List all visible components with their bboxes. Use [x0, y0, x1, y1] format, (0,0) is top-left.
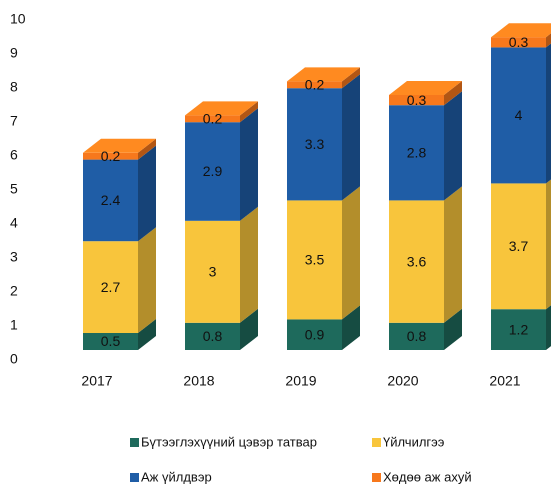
bar — [389, 322, 444, 350]
data-label: 0.5 — [101, 333, 121, 349]
bar-side — [240, 108, 258, 221]
data-label: 0.3 — [407, 92, 427, 108]
data-label: 1.2 — [509, 321, 529, 337]
bar — [389, 105, 444, 201]
legend-label: Аж үйлдвэр — [141, 469, 212, 484]
bar-top — [185, 101, 258, 116]
bar — [491, 47, 546, 184]
data-label: 3.7 — [509, 238, 529, 254]
data-label: 3 — [209, 264, 217, 280]
legend-label: Үйлчилгээ — [383, 434, 445, 449]
data-label: 0.2 — [305, 77, 325, 93]
legend-swatch — [372, 438, 381, 447]
x-tick-label: 2021 — [489, 373, 520, 389]
legend-label: Бүтээглэхүүний цэвэр татвар — [141, 434, 317, 449]
bar — [491, 183, 546, 310]
bar — [287, 319, 342, 350]
bar-side — [138, 227, 156, 333]
data-label: 2.4 — [101, 192, 121, 208]
legend-swatch — [372, 473, 381, 482]
bar — [185, 122, 240, 221]
bar-side — [444, 81, 462, 106]
data-label: 4 — [515, 107, 523, 123]
bar — [389, 95, 444, 106]
bar — [83, 241, 138, 333]
bar-side — [546, 43, 551, 184]
bar-side — [342, 186, 360, 320]
y-tick-label: 9 — [10, 45, 18, 61]
bar — [491, 37, 546, 48]
bar-top — [491, 23, 551, 38]
data-label: 0.3 — [509, 34, 529, 50]
legend-label: Хөдөө аж ахуй — [383, 469, 472, 484]
y-tick-label: 8 — [10, 79, 18, 95]
bar-side — [138, 145, 156, 242]
y-tick-label: 7 — [10, 113, 18, 129]
bar-top — [287, 67, 360, 82]
bar-side — [342, 305, 360, 350]
data-label: 2.9 — [203, 163, 223, 179]
bar-side — [444, 186, 462, 323]
bar — [185, 322, 240, 350]
bar — [491, 309, 546, 350]
legend-swatch — [130, 438, 139, 447]
y-tick-label: 1 — [10, 317, 18, 333]
bar-top — [389, 81, 462, 95]
data-label: 2.7 — [101, 279, 121, 295]
data-label: 3.3 — [305, 136, 325, 152]
legend-swatch — [130, 473, 139, 482]
x-tick-label: 2020 — [387, 373, 418, 389]
bar-side — [342, 74, 360, 201]
y-tick-label: 10 — [10, 11, 26, 27]
bar-side — [138, 319, 156, 350]
bar — [185, 115, 240, 123]
data-label: 0.8 — [407, 328, 427, 344]
bar — [83, 333, 138, 350]
data-label: 2.8 — [407, 145, 427, 161]
y-tick-label: 3 — [10, 249, 18, 265]
bar-side — [240, 206, 258, 323]
data-label: 0.9 — [305, 326, 325, 342]
bar-side — [138, 138, 156, 160]
bar-side — [546, 179, 551, 310]
data-label: 3.6 — [407, 253, 427, 269]
y-tick-label: 6 — [10, 147, 18, 163]
bar — [83, 152, 138, 160]
x-tick-label: 2017 — [81, 373, 112, 389]
bar — [389, 200, 444, 323]
bar — [185, 220, 240, 323]
y-tick-label: 4 — [10, 215, 18, 231]
data-label: 0.8 — [203, 328, 223, 344]
bar-side — [444, 308, 462, 350]
x-tick-label: 2019 — [285, 373, 316, 389]
y-tick-label: 5 — [10, 181, 18, 197]
y-tick-label: 0 — [10, 351, 18, 367]
bar-side — [240, 308, 258, 350]
bar — [287, 88, 342, 201]
bar-top — [83, 138, 156, 153]
bar-side — [342, 67, 360, 89]
x-tick-label: 2018 — [183, 373, 214, 389]
bar-side — [444, 91, 462, 201]
bar-side — [546, 305, 551, 350]
data-label: 0.2 — [101, 148, 121, 164]
bar — [83, 159, 138, 242]
y-tick-label: 2 — [10, 283, 18, 299]
bar — [287, 81, 342, 89]
bar-side — [240, 101, 258, 123]
data-label: 0.2 — [203, 111, 223, 127]
bar-side — [546, 33, 551, 48]
data-label: 3.5 — [305, 252, 325, 268]
bar — [287, 200, 342, 320]
